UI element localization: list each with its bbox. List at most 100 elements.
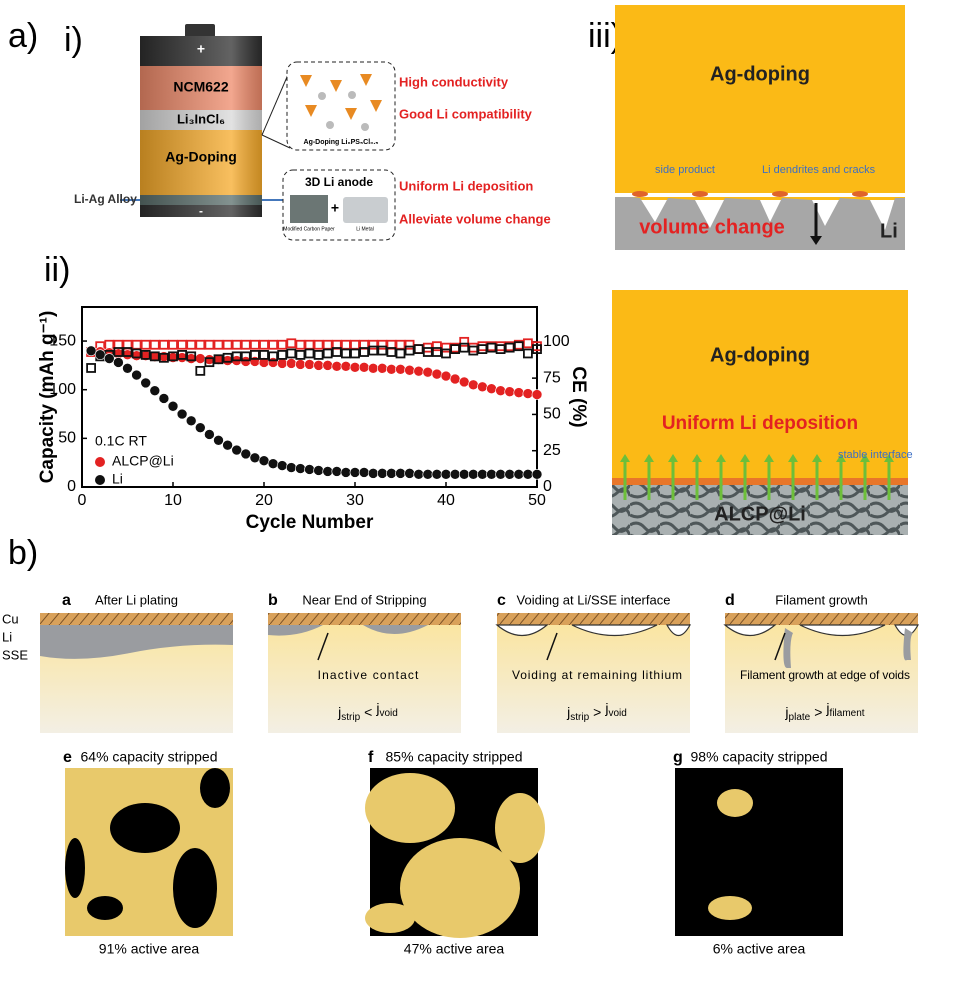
capacity-point [386,468,396,478]
map-caption: 91% active area [99,941,200,957]
annotation: stable interface [838,449,913,461]
ce-point [169,341,177,349]
ce-point [433,342,441,350]
ce-point [296,351,304,359]
ce-point [397,349,405,357]
chart: 010203040500501001500255075100Cycle Numb… [37,307,589,533]
ce-point [178,341,186,349]
y2-axis-label: CE (%) [568,366,589,427]
capacity-point [295,359,305,369]
x-tick-label: 0 [78,492,87,509]
capacity-point [332,466,342,476]
legend-label: Li [112,471,123,487]
capacity-point [177,409,187,419]
capacity-point [368,468,378,478]
capacity-point [514,388,524,398]
capacity-point [423,469,433,479]
capacity-point [95,350,105,360]
ce-point [324,341,332,349]
capacity-point [277,461,287,471]
ce-point [342,341,350,349]
y-axis-label: Capacity (mAh g⁻¹) [37,311,58,484]
capacity-point [168,401,178,411]
stage-note: Inactive contact [318,668,419,682]
feature: Alleviate volume change [399,211,551,226]
capacity-point [341,361,351,371]
feature: High conductivity [399,74,509,89]
equation-part: filament [830,708,865,719]
map-region [110,803,180,853]
map-region [708,896,752,920]
map-region [495,793,545,863]
ce-point [460,338,468,346]
ce-point [133,341,141,349]
map-title: 64% capacity stripped [81,749,218,765]
capacity-point [305,464,315,474]
ce-point [324,349,332,357]
capacity-point [414,366,424,376]
capacity-point [414,469,424,479]
ce-point [415,345,423,353]
map-letter: f [368,749,374,766]
capacity-point [505,387,515,397]
map-title: 98% capacity stripped [691,749,828,765]
ce-point [478,342,486,350]
ce-point [224,341,232,349]
capacity-point [477,382,487,392]
capacity-point [514,469,524,479]
ce-point [369,341,377,349]
capacity-point [441,371,451,381]
capacity-point [341,467,351,477]
ce-point [369,347,377,355]
legend-marker [95,475,105,485]
x-tick-label: 20 [255,492,273,509]
x-tick-label: 10 [164,492,182,509]
capacity-point [432,369,442,379]
capacity-point [459,377,469,387]
map-letter: e [63,749,72,766]
capacity-point [496,386,506,396]
capacity-point [314,465,324,475]
capacity-point [295,464,305,474]
ce-point [87,364,95,372]
ce-point [287,339,295,347]
y-tick-label: 0 [67,478,76,495]
capacity-point [423,367,433,377]
equation-part: < [364,704,372,720]
layer-label: Li [2,629,12,644]
ce-point [469,344,477,352]
capacity-point [277,358,287,368]
capacity-point [359,362,369,372]
capacity-point [405,365,415,375]
layer-label: Cu [2,611,19,626]
ce-point [278,341,286,349]
capacity-point [195,423,205,433]
equation-part: > [593,704,601,720]
feature: Good Li compatibility [399,106,533,121]
ce-point [260,341,268,349]
stage-note: Voiding at remaining lithium [512,668,682,682]
layer-label: Ag-doping [710,344,810,366]
map-title: 85% capacity stripped [386,749,523,765]
stage-letter: a [62,592,71,609]
annotation: Uniform Li deposition [662,413,858,434]
capacity-point [532,390,542,400]
ce-point [242,341,250,349]
capacity-point [441,469,451,479]
capacity-point [459,469,469,479]
capacity-point [332,361,342,371]
capacity-point [477,469,487,479]
capacity-point [305,359,315,369]
map-region [717,789,753,817]
panel-label: ii) [44,251,70,289]
ce-point [397,341,405,349]
annotation: side product [655,164,715,176]
ce-point [196,341,204,349]
capacity-point [432,469,442,479]
capacity-point [150,386,160,396]
capacity-point [487,384,497,394]
legend-label: ALCP@Li [112,453,174,469]
map-region [365,903,415,933]
map-region [65,838,85,898]
